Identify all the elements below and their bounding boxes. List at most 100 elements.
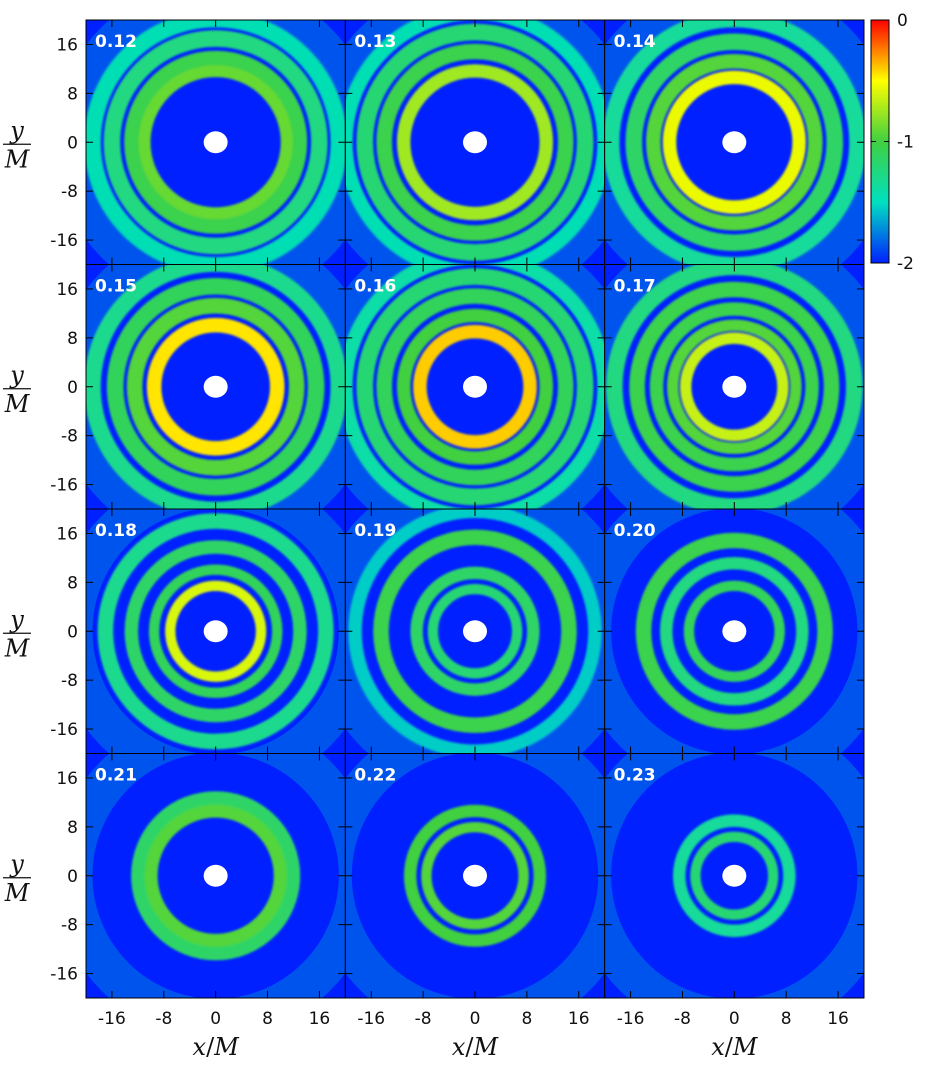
colorbar: 0 -1 -2	[870, 11, 914, 274]
y-tick-label: 0	[67, 378, 78, 398]
panel-label: 0.16	[354, 277, 396, 297]
density-ring	[373, 529, 577, 734]
density-ring	[146, 317, 285, 456]
black-hole	[462, 620, 487, 643]
panel	[86, 20, 346, 265]
panel	[345, 753, 605, 998]
panel-label: 0.21	[95, 766, 137, 786]
panel	[86, 753, 346, 998]
panel-label: 0.19	[354, 521, 396, 541]
y-axis-label-numerator: y	[9, 850, 24, 878]
y-tick-label: 16	[56, 35, 78, 55]
y-tick-label: 8	[67, 329, 78, 349]
x-tick-label: 0	[470, 1009, 481, 1029]
y-axis-label-denominator: M	[4, 879, 31, 907]
density-ring	[662, 70, 806, 214]
colorbar-tick-label: -1	[897, 133, 914, 153]
black-hole	[722, 375, 747, 398]
density-ring	[356, 23, 594, 261]
black-hole	[462, 375, 487, 398]
y-tick-label: 8	[67, 573, 78, 593]
density-ring	[649, 302, 819, 472]
y-tick-label: 16	[56, 524, 78, 544]
colorbar-tick-label: 0	[897, 11, 908, 31]
density-ring	[103, 30, 328, 255]
density-ring	[356, 268, 594, 506]
density-ring	[690, 831, 779, 920]
y-axis-label-numerator: y	[9, 605, 24, 633]
x-axis-label: x/M	[452, 1033, 500, 1061]
density-ring	[427, 583, 523, 679]
black-hole	[203, 864, 228, 887]
panel	[86, 509, 346, 754]
density-ring	[376, 43, 574, 241]
panel-label: 0.13	[354, 32, 396, 52]
y-axis-label-denominator: M	[4, 145, 31, 173]
panel	[604, 509, 864, 754]
y-tick-label: -16	[50, 231, 78, 251]
x-tick-label: 16	[568, 1009, 590, 1029]
y-axis-label-numerator: y	[9, 361, 24, 389]
panel-label: 0.12	[95, 32, 137, 52]
y-axis-label-numerator: y	[9, 116, 24, 144]
black-hole	[203, 375, 228, 398]
y-tick-label: 0	[67, 133, 78, 153]
y-tick-label: -16	[50, 720, 78, 740]
black-hole	[722, 864, 747, 887]
density-ring	[646, 53, 823, 231]
density-ring	[396, 64, 554, 221]
density-ring	[413, 324, 537, 449]
black-hole	[462, 864, 487, 887]
black-hole	[462, 131, 487, 154]
x-tick-label: -8	[155, 1009, 172, 1029]
black-hole	[203, 131, 228, 154]
x-tick-label: -8	[674, 1009, 691, 1029]
y-tick-label: -8	[61, 671, 78, 691]
panel-label: 0.20	[614, 521, 656, 541]
panel-label: 0.22	[354, 766, 396, 786]
x-tick-label: 8	[521, 1009, 532, 1029]
y-axis-label-denominator: M	[4, 634, 31, 662]
density-ring	[421, 821, 529, 930]
panel	[604, 753, 864, 998]
density-ring	[144, 804, 288, 948]
y-tick-label: 8	[67, 818, 78, 838]
density-ring	[629, 281, 840, 492]
y-tick-label: 16	[56, 769, 78, 789]
density-ring	[660, 556, 809, 706]
y-tick-label: 16	[56, 280, 78, 300]
x-tick-label: -16	[98, 1009, 126, 1029]
x-tick-label: 16	[309, 1009, 331, 1029]
density-ring	[148, 564, 283, 699]
panel-grid: 0.12 0.13 0.14 0.15 0.16 0.17 0.18 0.19 0.20 0.21…	[85, 19, 865, 999]
density-ring	[97, 513, 334, 750]
x-axis-label: x/M	[711, 1033, 759, 1061]
density-ring	[679, 332, 789, 442]
density-ring	[126, 297, 305, 476]
density-ring	[106, 277, 325, 496]
density-ring	[138, 64, 294, 220]
density-ring	[124, 540, 307, 723]
x-tick-label: -16	[617, 1009, 645, 1029]
x-tick-label: -8	[415, 1009, 432, 1029]
density-ring	[376, 288, 574, 486]
y-tick-label: -8	[61, 182, 78, 202]
y-tick-label: -16	[50, 965, 78, 985]
density-ring	[403, 804, 547, 947]
density-ring	[683, 580, 785, 682]
x-tick-label: 0	[729, 1009, 740, 1029]
density-ring	[672, 814, 796, 938]
y-tick-label: -8	[61, 427, 78, 447]
panel-label: 0.17	[614, 277, 656, 297]
colorbar-tick-label: -2	[897, 254, 914, 274]
density-ring	[635, 532, 833, 730]
y-tick-label: 0	[67, 867, 78, 887]
y-tick-label: -16	[50, 476, 78, 496]
density-ring	[410, 566, 540, 696]
density-ring	[165, 580, 267, 682]
x-tick-label: 16	[827, 1009, 849, 1029]
axes-labels: 1680-8-16yM1680-8-16yM1680-8-16yM1680-8-…	[3, 35, 849, 1061]
y-tick-label: 8	[67, 84, 78, 104]
panel-label: 0.15	[95, 277, 137, 297]
